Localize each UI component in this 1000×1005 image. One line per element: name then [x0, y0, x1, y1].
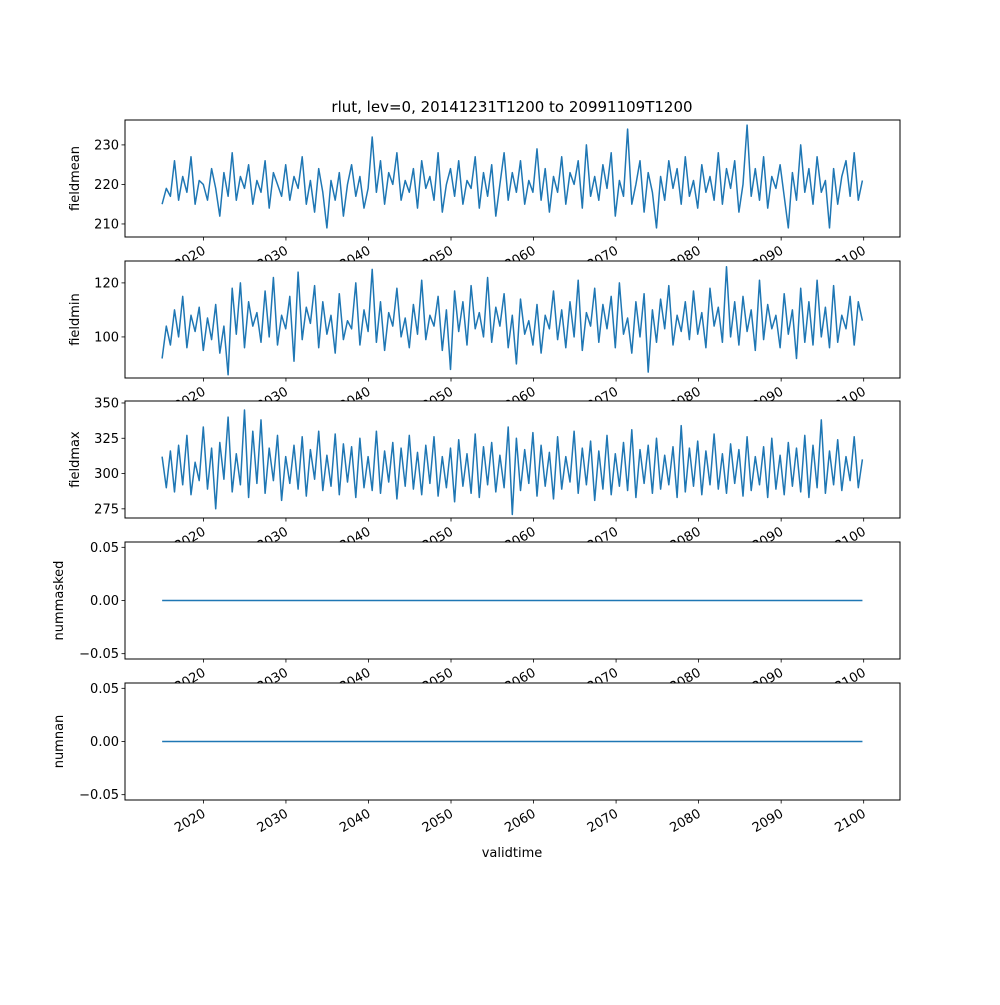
y-tick-label: 120 [94, 276, 119, 291]
y-tick-label: 0.00 [90, 594, 119, 609]
y-tick-label: 350 [94, 396, 119, 411]
y-tick-label: −0.05 [79, 647, 119, 662]
y-tick-label: 0.05 [90, 541, 119, 556]
x-axis-label: validtime [482, 846, 543, 861]
y-axis-label-fieldmin: fieldmin [68, 293, 83, 346]
y-tick-label: 210 [94, 217, 119, 232]
y-tick-label: 230 [94, 138, 119, 153]
y-tick-label: −0.05 [79, 788, 119, 803]
y-axis-label-nummasked: nummasked [52, 561, 67, 641]
y-tick-label: 0.05 [90, 682, 119, 697]
axes-frame [124, 260, 901, 379]
y-tick-label: 300 [94, 467, 119, 482]
y-axis-label-fieldmax: fieldmax [68, 431, 83, 488]
y-tick-label: 220 [94, 178, 119, 193]
y-tick-label: 325 [94, 432, 119, 447]
axes-frame [124, 400, 901, 519]
series-line-fieldmax [161, 409, 864, 516]
chart-title: rlut, lev=0, 20141231T1200 to 20991109T1… [331, 98, 692, 116]
axes-frame [124, 119, 901, 238]
y-tick-label: 100 [94, 330, 119, 345]
series-line-fieldmin [161, 265, 864, 376]
y-tick-label: 275 [94, 502, 119, 517]
y-axis-label-numnan: numnan [52, 715, 67, 769]
series-line-fieldmean [161, 124, 864, 229]
y-tick-label: 0.00 [90, 735, 119, 750]
y-axis-label-fieldmean: fieldmean [68, 146, 83, 211]
